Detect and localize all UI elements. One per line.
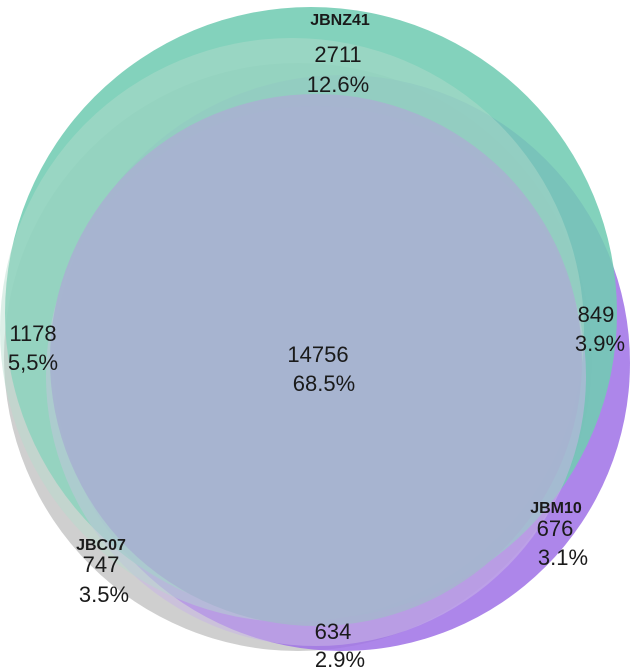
jbm10-only-percent: 3.1% bbox=[538, 545, 588, 570]
jbc07-only-percent: 3.5% bbox=[79, 582, 129, 607]
jbc07-jbm10-count: 634 bbox=[315, 619, 352, 644]
all-three-count: 14756 bbox=[287, 342, 348, 367]
jbnz41-jbm10-percent: 3.9% bbox=[575, 331, 625, 356]
jbm10-only-count: 676 bbox=[537, 516, 574, 541]
jbc07-jbm10-percent: 2.9% bbox=[315, 647, 365, 672]
jbnz41-only-count: 2711 bbox=[314, 42, 361, 67]
all-three-percent: 68.5% bbox=[293, 371, 355, 396]
jbc07-set-label: JBC07 bbox=[76, 537, 126, 554]
jbc07-only-count: 747 bbox=[83, 552, 120, 577]
jbnz41-set-label: JBNZ41 bbox=[310, 12, 370, 29]
jbm10-set-label: JBM10 bbox=[530, 500, 582, 517]
center-overlap-region bbox=[50, 94, 582, 626]
jbnz41-jbm10-count: 849 bbox=[578, 302, 615, 327]
jbnz41-jbc07-count: 1178 bbox=[9, 321, 56, 346]
jbnz41-jbc07-percent: 5,5% bbox=[8, 350, 58, 375]
jbnz41-only-percent: 12.6% bbox=[307, 72, 369, 97]
